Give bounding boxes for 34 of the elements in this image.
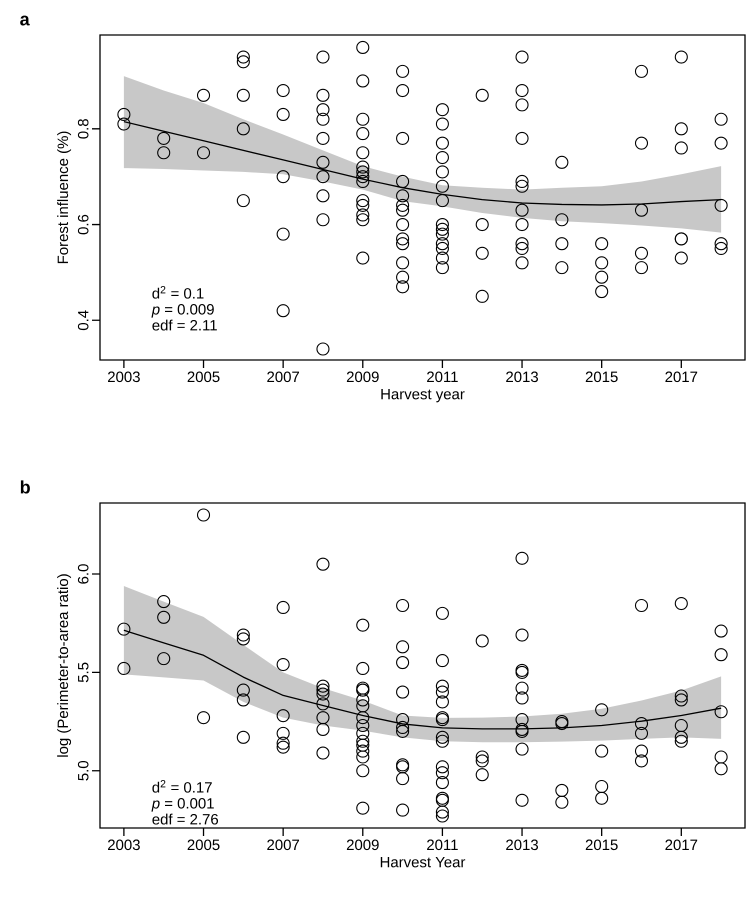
y-axis-title: Forest influence (%)	[57, 132, 72, 264]
annotation: p = 0.009	[151, 304, 214, 318]
chart-title: b	[20, 480, 30, 494]
y-tick-label: 5.0	[78, 760, 88, 781]
x-tick-label: 2017	[665, 372, 698, 382]
x-tick-label: 2009	[346, 840, 379, 850]
chart-title: a	[20, 16, 30, 26]
x-axis-title: Harvest year	[381, 388, 465, 402]
x-tick-label: 2013	[506, 840, 538, 850]
x-tick-label: 2015	[586, 840, 618, 850]
x-tick-label: 2007	[267, 840, 300, 850]
x-tick-label: 2009	[346, 372, 379, 382]
annotation: edf = 2.76	[152, 814, 218, 825]
annotation: p = 0.001	[151, 798, 214, 812]
y-tick-label: 5.5	[78, 662, 88, 682]
y-tick-label: 0.8	[78, 119, 88, 139]
x-tick-label: 2005	[188, 840, 220, 850]
x-tick-label: 2003	[108, 840, 140, 850]
y-axis-title: log (Perimeter-to-area ratio)	[57, 574, 72, 757]
x-axis-title: Harvest Year	[380, 856, 466, 868]
annotation: edf = 2.11	[152, 320, 217, 331]
x-tick-label: 2007	[267, 372, 300, 382]
annotation: d$^{2}$ = 0.17	[152, 780, 212, 793]
x-tick-label: 2005	[188, 372, 220, 382]
y-tick-label: 0.4	[78, 310, 88, 330]
annotation: d$^{2}$ = 0.1	[152, 286, 204, 299]
x-tick-label: 2011	[427, 840, 458, 850]
y-tick-label: 6.0	[78, 564, 88, 584]
x-tick-label: 2015	[586, 372, 618, 382]
x-tick-label: 2017	[665, 840, 698, 850]
y-tick-label: 0.6	[78, 214, 88, 234]
x-tick-label: 2003	[108, 372, 140, 382]
x-tick-label: 2011	[427, 372, 458, 382]
x-tick-label: 2013	[506, 372, 538, 382]
